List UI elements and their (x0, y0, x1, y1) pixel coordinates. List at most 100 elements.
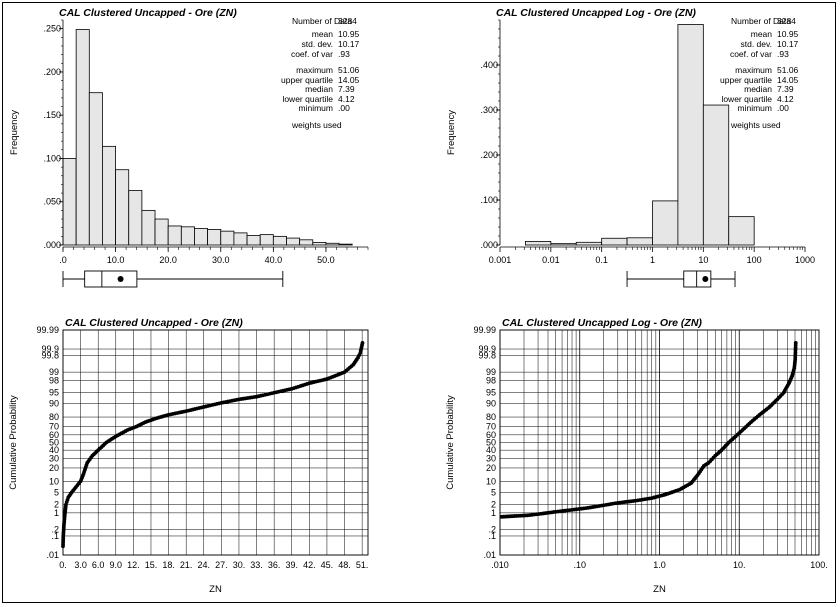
data-point (360, 341, 365, 345)
x-tick-label: .0 (59, 255, 67, 265)
histogram-bar (128, 190, 143, 246)
stat-label: weights used (291, 120, 342, 130)
stat-value: .00 (777, 103, 789, 113)
x-tick-label: 12. (127, 560, 140, 570)
x-tick-label: 33. (250, 560, 263, 570)
y-tick-label: 70 (49, 422, 59, 432)
x-tick-label: 30.0 (212, 255, 230, 265)
histogram-bar (525, 240, 552, 246)
y-tick-label: 1 (491, 508, 496, 518)
y-tick-label: .250 (43, 24, 61, 34)
y-tick-label: .000 (480, 240, 498, 250)
x-tick-label: 0.001 (489, 255, 512, 265)
stat-value: 3284 (338, 16, 357, 26)
histogram-bar (312, 242, 327, 246)
x-tick-label: 30. (233, 560, 246, 570)
histogram-bar (338, 243, 353, 246)
histogram-bar (272, 235, 287, 246)
stat-value: 10.95 (338, 29, 360, 39)
y-tick-label: 30 (49, 453, 59, 463)
histogram-bar (652, 200, 679, 246)
boxplot-mean (117, 276, 124, 282)
x-axis-label: ZN (653, 584, 666, 595)
x-tick-label: 1 (650, 255, 655, 265)
probability-plot-prob_lin: CAL Clustered Uncapped - Ore (ZN) .01 .1.2… (8, 317, 369, 595)
stat-value: 10.95 (777, 29, 799, 39)
x-tick-label: 3.0 (74, 560, 87, 570)
x-tick-label: 24. (198, 560, 211, 570)
x-tick-label: 51. (356, 560, 369, 570)
stat-value: 14.05 (338, 75, 360, 85)
y-tick-label: 70 (486, 422, 496, 432)
y-tick-label: .000 (43, 240, 61, 250)
histogram-bar (550, 243, 577, 246)
histogram-bar (102, 145, 116, 246)
y-tick-label: 60 (49, 430, 59, 440)
stat-value: .93 (338, 49, 350, 59)
histogram-bar (141, 209, 156, 246)
y-axis-label: Frequency (9, 110, 20, 155)
y-tick-label: 10 (49, 476, 59, 486)
y-tick-label: 90 (49, 399, 59, 409)
x-tick-label: 18. (162, 560, 175, 570)
y-tick-label: 99.9 (478, 344, 496, 354)
data-points (499, 341, 798, 519)
histogram-bar (259, 234, 274, 246)
x-tick-label: 9.0 (110, 560, 123, 570)
y-tick-label: 5 (491, 487, 496, 497)
y-tick-label: 5 (54, 487, 59, 497)
stat-label: median (744, 84, 772, 94)
stat-label: lower quartile (282, 94, 333, 104)
stat-value: 10.17 (338, 39, 360, 49)
y-axis-label: Cumulative Probability (445, 395, 456, 490)
stat-value: 51.06 (777, 65, 799, 75)
chart-title: CAL Clustered Uncapped - Ore (ZN) (65, 317, 243, 329)
x-tick-label: 0.1 (595, 255, 608, 265)
stat-value: .00 (338, 103, 350, 113)
stat-label: maximum (296, 65, 333, 75)
y-tick-label: 99.9 (41, 344, 59, 354)
y-tick-label: 1 (54, 508, 59, 518)
y-tick-label: 10 (486, 476, 496, 486)
stat-label: coef. of var (730, 49, 772, 59)
x-tick-label: 0.01 (542, 255, 560, 265)
y-axis-label: Cumulative Probability (8, 395, 19, 490)
y-tick-label: 95 (486, 388, 496, 398)
stat-label: mean (751, 29, 773, 39)
x-tick-label: 6.0 (92, 560, 105, 570)
histogram-bar (220, 230, 235, 246)
y-tick-label: 99.8 (478, 350, 496, 360)
stat-value: 7.39 (777, 84, 794, 94)
x-tick-label: 20.0 (159, 255, 177, 265)
boxplot-mean (702, 276, 709, 282)
chart-title: CAL Clustered Uncapped Log - Ore (ZN) (502, 317, 702, 329)
boxplot (626, 270, 736, 288)
stat-label: coef. of var (291, 49, 333, 59)
stat-label: Number of Data (292, 16, 352, 26)
histogram-bar (677, 24, 704, 246)
histogram-hist_log: CAL Clustered Uncapped Log - Ore (ZN) .00… (446, 7, 815, 288)
stat-value: 4.12 (338, 94, 355, 104)
histogram-bar (702, 104, 730, 246)
x-tick-label: 27. (215, 560, 228, 570)
stat-value: 51.06 (338, 65, 360, 75)
stat-label: upper quartile (720, 75, 772, 85)
y-tick-label: .200 (480, 150, 498, 160)
stat-label: mean (312, 29, 334, 39)
x-tick-label: 48. (338, 560, 351, 570)
y-tick-label: 30 (486, 453, 496, 463)
boxplot-box (683, 270, 712, 288)
x-tick-label: 10 (698, 255, 708, 265)
histogram-bar (180, 226, 195, 246)
histogram-bar (207, 229, 222, 246)
x-tick-label: 100 (747, 255, 762, 265)
x-tick-label: 15. (145, 560, 158, 570)
x-tick-label: 100. (810, 560, 828, 570)
stat-label: upper quartile (281, 75, 333, 85)
x-tick-label: 42. (303, 560, 316, 570)
y-tick-label: 99 (49, 367, 59, 377)
histogram-bar (115, 169, 130, 246)
data-point (793, 341, 798, 345)
